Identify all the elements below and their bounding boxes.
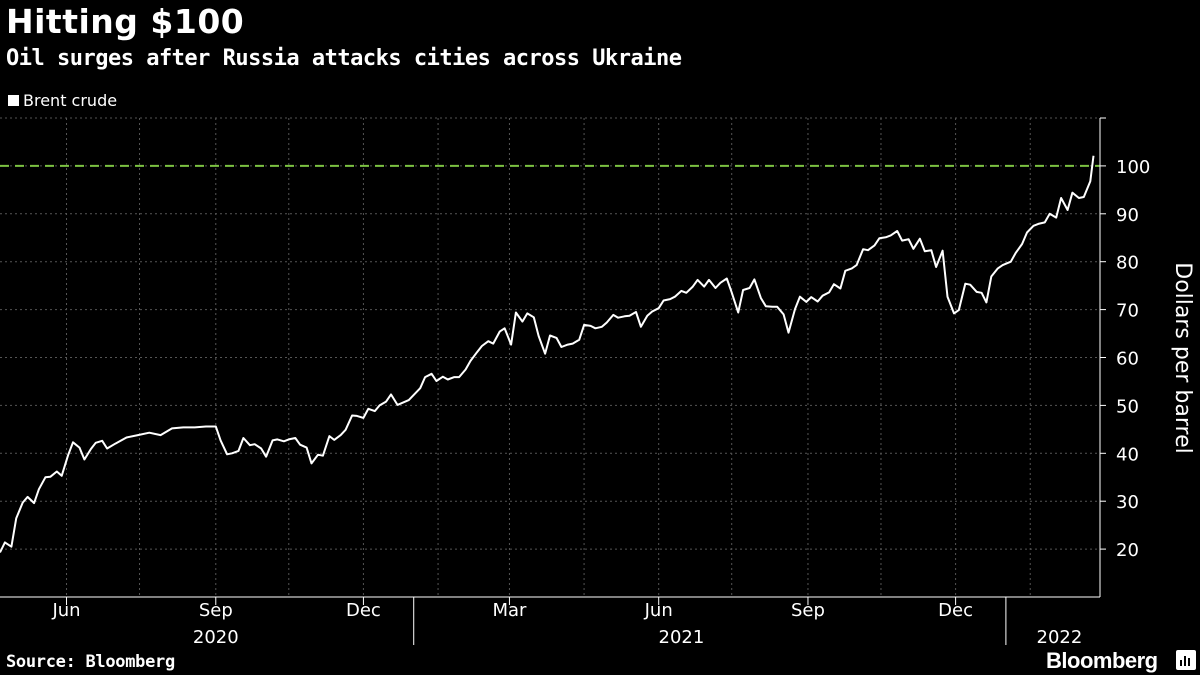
y-tick-label: 40 [1116,444,1139,465]
chart-title: Hitting $100 [6,2,245,41]
series-layer [0,155,1095,553]
y-tick-label: 50 [1116,396,1139,417]
x-tick-label: Mar [492,600,527,621]
chart-subtitle: Oil surges after Russia attacks cities a… [6,46,682,71]
y-tick-label: 100 [1116,157,1150,178]
chart-icon [1176,650,1196,670]
x-tick-label: Sep [199,600,233,621]
x-tick-label: Jun [51,600,80,621]
y-tick-label: 70 [1116,301,1139,322]
y-tick-label: 80 [1116,253,1139,274]
legend-label: Brent crude [23,91,118,110]
x-tick-label: Jun [644,600,673,621]
y-tick-label: 30 [1116,492,1139,513]
y-tick-label: 20 [1116,540,1139,561]
grid [0,117,1100,597]
legend-swatch [8,95,19,106]
y-tick-label: 60 [1116,349,1139,370]
y-axis-title: Dollars per barrel [1170,262,1195,453]
year-label: 2022 [1037,627,1083,648]
y-tick-label: 90 [1116,205,1139,226]
year-label: 2020 [193,627,239,648]
x-tick-label: Dec [346,600,381,621]
x-tick-label: Dec [938,600,973,621]
brand-logo: Bloomberg [1046,648,1158,673]
legend: Brent crude [8,91,117,110]
year-label: 2021 [659,627,705,648]
source-note: Source: Bloomberg [6,652,175,672]
series-line-brent-crude [0,155,1095,553]
x-tick-label: Sep [791,600,825,621]
axes: 20 30 40 50 60 70 80 90 100 Jun Sep Dec Mar Jun Sep Dec… [0,117,1150,648]
